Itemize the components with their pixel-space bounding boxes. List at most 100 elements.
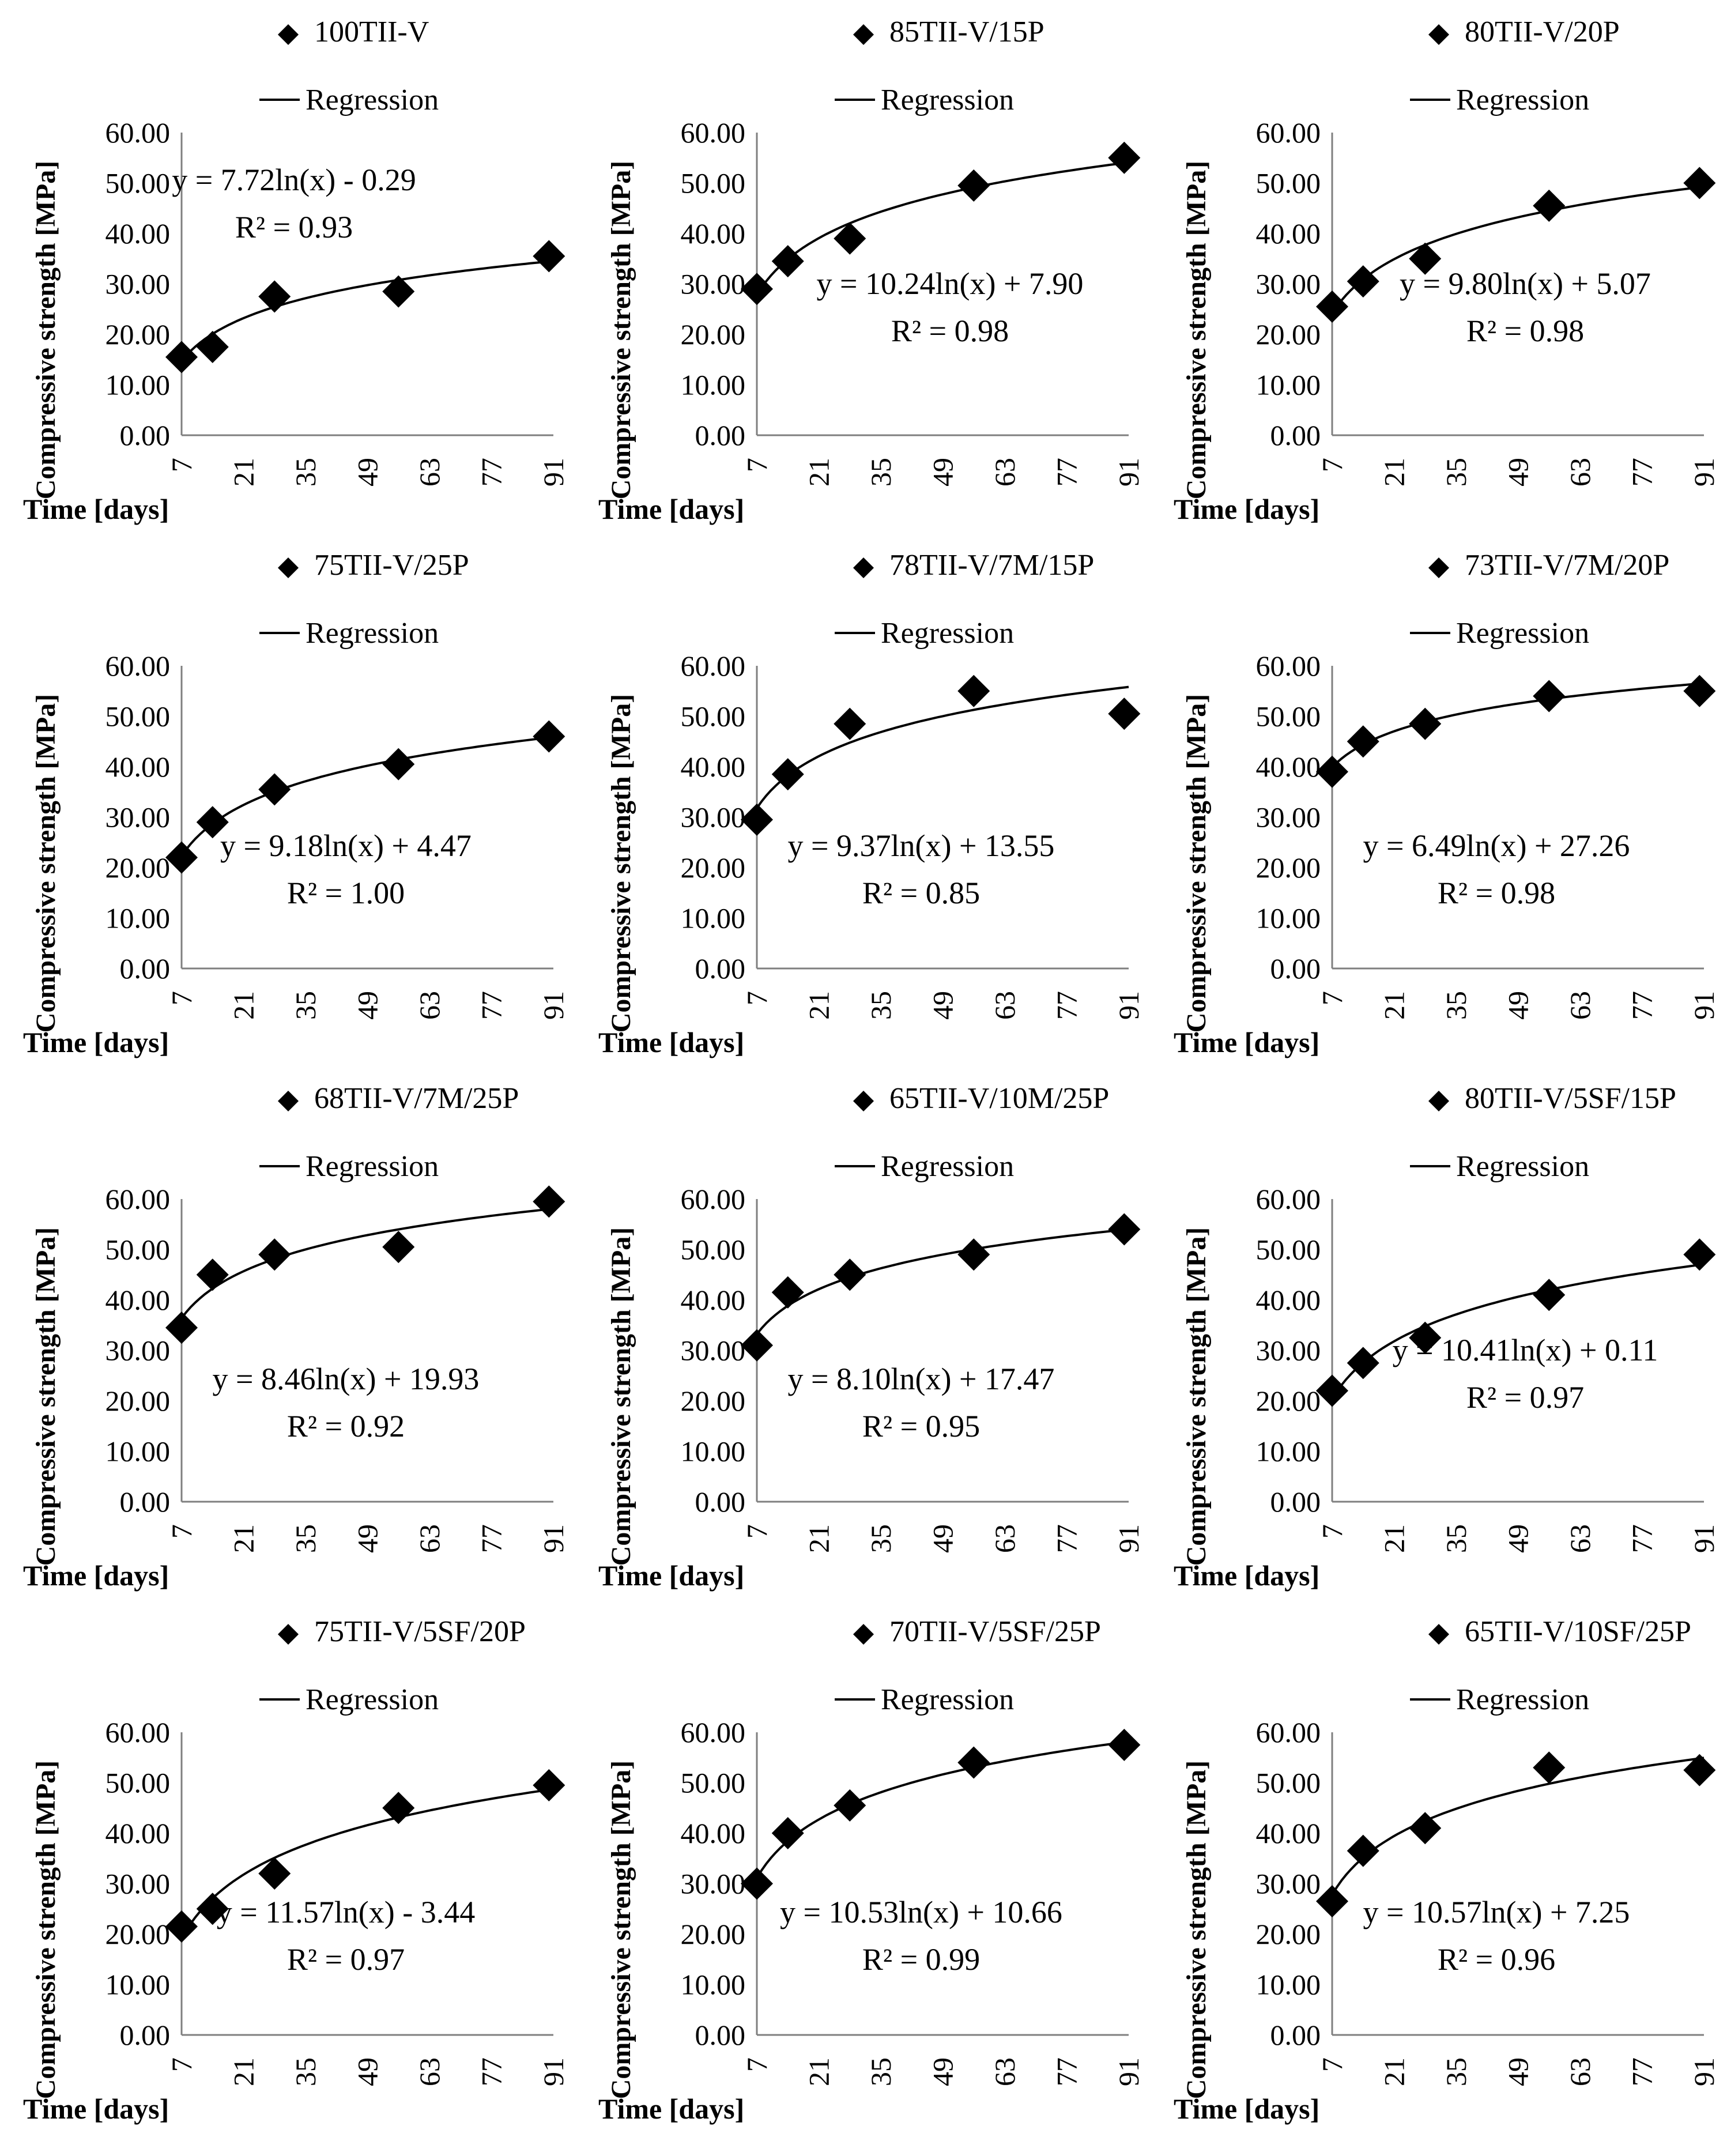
data-point [196, 1893, 229, 1925]
chart-panel: 78TII-V/7M/15P Regression 0.00 10.00 20.00 30… [598, 549, 1145, 1058]
x-tick-label: 77 [1626, 991, 1658, 1020]
x-tick-label: 21 [228, 991, 260, 1020]
x-tick-label: 91 [1688, 991, 1720, 1020]
x-tick-label: 7 [741, 2057, 773, 2072]
x-axis-title: Time [days] [1174, 493, 1319, 525]
x-tick-label: 49 [352, 991, 384, 1020]
y-tick-label: 20.00 [681, 851, 746, 884]
y-tick-label: 50.00 [1256, 167, 1321, 199]
legend-regression-label: Regression [1456, 1150, 1589, 1183]
x-tick-label: 63 [989, 1524, 1021, 1553]
y-tick-label: 60.00 [681, 650, 746, 682]
legend-regression-label: Regression [306, 84, 439, 116]
y-tick-label: 0.00 [695, 419, 746, 451]
x-tick-label: 91 [537, 991, 570, 1020]
x-axis-title: Time [days] [598, 493, 744, 525]
y-axis-title: Compressive strength [MPa] [31, 1227, 61, 1566]
data-point [741, 273, 773, 306]
legend-regression-label: Regression [881, 1150, 1014, 1183]
r-squared-label: R² = 0.93 [235, 210, 353, 244]
chart-panel: 75TII-V/25P Regression 0.00 10.00 20.00 30.00… [23, 549, 570, 1058]
y-tick-label: 20.00 [1256, 1385, 1321, 1417]
data-point [1316, 1885, 1348, 1918]
data-point [1316, 290, 1348, 323]
x-tick-label: 77 [476, 458, 508, 487]
x-tick-label: 7 [1316, 1524, 1348, 1539]
x-tick-label: 77 [1626, 1524, 1658, 1553]
regression-curve [180, 1788, 554, 1940]
x-tick-label: 49 [1502, 1524, 1534, 1553]
data-point [1108, 698, 1141, 730]
regression-equation: y = 8.10ln(x) + 17.47 [788, 1362, 1055, 1396]
regression-equation: y = 8.46ln(x) + 19.93 [213, 1362, 480, 1396]
x-tick-label: 35 [1440, 2057, 1472, 2086]
y-tick-label: 50.00 [105, 1234, 171, 1266]
legend-regression-label: Regression [1456, 84, 1589, 116]
x-tick-label: 91 [537, 458, 570, 487]
y-tick-label: 20.00 [1256, 1918, 1321, 1950]
chart-legend: 65TII-V/10M/25P Regression [835, 1082, 1109, 1183]
x-tick-label: 49 [927, 458, 959, 487]
data-point [382, 275, 415, 308]
y-tick-label: 50.00 [681, 700, 746, 733]
x-tick-label: 35 [1440, 1524, 1472, 1553]
regression-curve [756, 161, 1129, 296]
data-point [741, 803, 773, 836]
y-tick-label: 40.00 [681, 751, 746, 783]
x-tick-label: 7 [165, 991, 198, 1005]
x-axis-title: Time [days] [598, 2093, 744, 2125]
x-tick-label: 77 [1626, 458, 1658, 487]
data-point [741, 1867, 773, 1900]
x-axis-title: Time [days] [1174, 1559, 1319, 1592]
regression-curve [180, 736, 554, 857]
chart-legend: 78TII-V/7M/15P Regression [835, 549, 1094, 650]
x-tick-label: 91 [1688, 2057, 1720, 2086]
x-tick-label: 77 [476, 1524, 508, 1553]
regression-curve [1331, 1757, 1705, 1895]
x-tick-label: 35 [1440, 458, 1472, 487]
y-tick-label: 0.00 [120, 1486, 171, 1518]
x-tick-label: 7 [1316, 2057, 1348, 2072]
legend-series-label: 70TII-V/5SF/25P [889, 1615, 1101, 1648]
legend-series-label: 85TII-V/15P [889, 16, 1045, 48]
data-point [1108, 141, 1141, 174]
x-tick-label: 21 [803, 991, 835, 1020]
legend-regression-label: Regression [306, 1150, 439, 1183]
y-tick-label: 0.00 [120, 419, 171, 451]
x-tick-label: 91 [1113, 1524, 1145, 1553]
r-squared-label: R² = 1.00 [287, 876, 405, 910]
x-tick-label: 49 [927, 991, 959, 1020]
x-tick-label: 63 [413, 991, 446, 1020]
x-tick-label: 77 [476, 991, 508, 1020]
y-tick-label: 10.00 [681, 369, 746, 401]
x-tick-label: 21 [1378, 2057, 1411, 2086]
data-point [1683, 674, 1716, 707]
r-squared-label: R² = 0.95 [862, 1409, 980, 1443]
y-tick-label: 20.00 [681, 1385, 746, 1417]
chart-legend: 73TII-V/7M/20P Regression [1410, 549, 1669, 650]
regression-equation: y = 9.18ln(x) + 4.47 [220, 828, 472, 863]
y-tick-label: 30.00 [681, 801, 746, 834]
data-point [1347, 1347, 1379, 1379]
data-point [382, 1792, 415, 1825]
chart-legend: 80TII-V/20P Regression [1410, 16, 1620, 116]
x-tick-label: 35 [289, 2057, 322, 2086]
x-tick-label: 63 [1564, 458, 1596, 487]
x-axis-title: Time [days] [598, 1026, 744, 1058]
data-point [1108, 1728, 1141, 1761]
data-point [1533, 1751, 1566, 1784]
x-tick-label: 63 [989, 2057, 1021, 2086]
y-tick-label: 50.00 [681, 1767, 746, 1799]
data-point [1409, 242, 1442, 275]
chart-panel: 70TII-V/5SF/25P Regression 0.00 10.00 20.00 3… [598, 1615, 1145, 2125]
x-tick-label: 63 [1564, 2057, 1596, 2086]
legend-marker-icon [1428, 557, 1449, 578]
chart-panel: 73TII-V/7M/20P Regression 0.00 10.00 20.00 30… [1174, 549, 1720, 1058]
legend-marker-icon [278, 24, 299, 45]
y-tick-label: 10.00 [1256, 902, 1321, 934]
x-tick-label: 77 [1051, 1524, 1083, 1553]
data-point [834, 222, 866, 255]
chart-panel: 65TII-V/10SF/25P Regression 0.00 10.00 20.00… [1174, 1615, 1720, 2125]
x-tick-label: 21 [803, 1524, 835, 1553]
